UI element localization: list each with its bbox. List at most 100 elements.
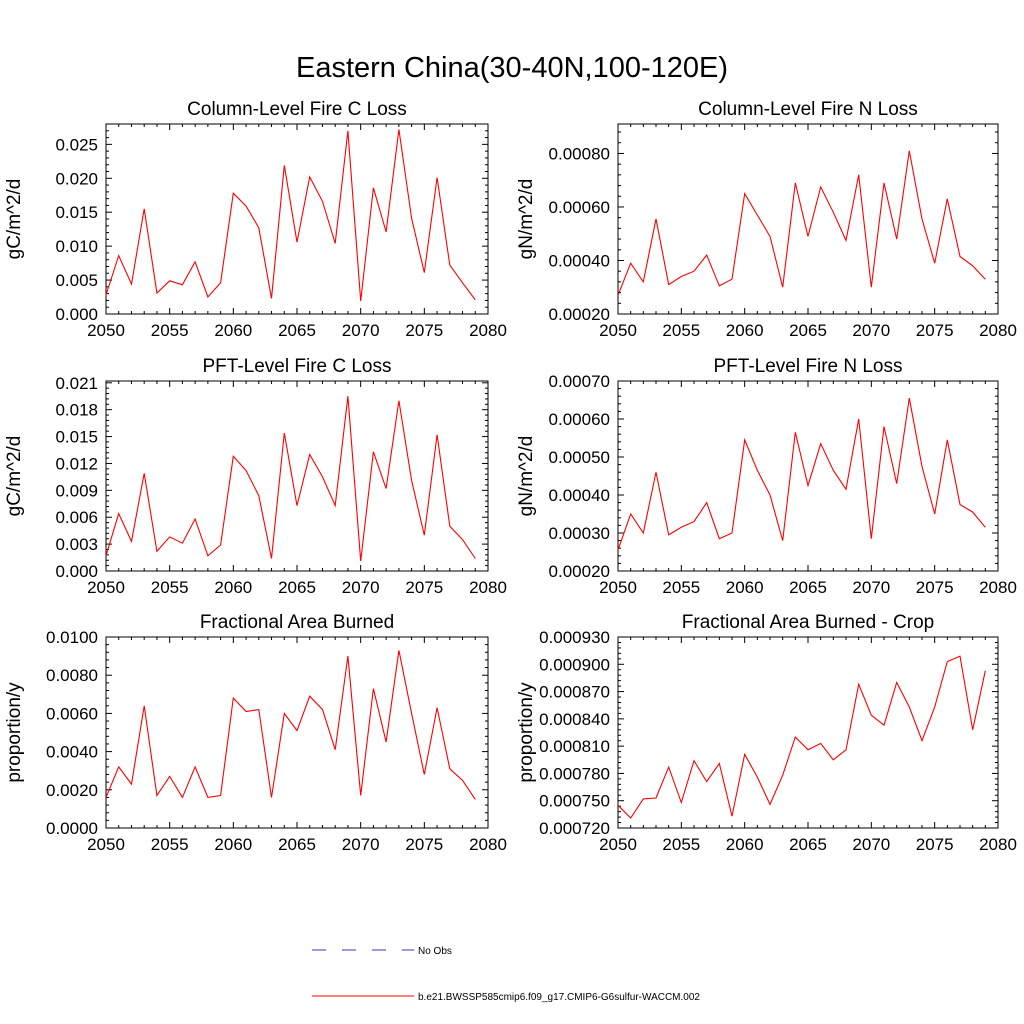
- y-tick-label: 0.00060: [549, 410, 610, 429]
- x-tick-label: 2065: [278, 578, 316, 597]
- legend-label: b.e21.BWSSP585cmip6.f09_g17.CMIP6-G6sulf…: [418, 992, 700, 1003]
- y-axis-label: gN/m^2/d: [516, 179, 537, 260]
- y-tick-label: 0.00050: [549, 448, 610, 467]
- y-tick-label: 0.000750: [539, 792, 610, 811]
- x-tick-label: 2075: [916, 835, 954, 854]
- x-tick-label: 2060: [726, 578, 764, 597]
- y-tick-label: 0.018: [55, 401, 98, 420]
- y-tick-label: 0.00040: [549, 486, 610, 505]
- plot-frame: [105, 636, 489, 829]
- x-tick-label: 2070: [342, 835, 380, 854]
- plot-frame: [105, 123, 489, 315]
- x-tick-label: 2080: [469, 578, 507, 597]
- x-tick-label: 2050: [87, 578, 125, 597]
- y-axis-label: proportion/y: [4, 682, 25, 783]
- y-tick-label: 0.0000: [46, 819, 98, 838]
- y-tick-label: 0.012: [55, 454, 98, 473]
- y-tick-label: 0.015: [55, 428, 98, 447]
- x-tick-label: 2055: [662, 835, 700, 854]
- x-tick-label: 2060: [726, 835, 764, 854]
- panel-title: Fractional Area Burned - Crop: [682, 612, 934, 633]
- y-tick-label: 0.0080: [46, 666, 98, 685]
- legend: No Obs b.e21.BWSSP585cmip6.f09_g17.CMIP6-…: [312, 946, 700, 1003]
- x-tick-label: 2070: [852, 835, 890, 854]
- x-tick-label: 2075: [405, 578, 443, 597]
- y-tick-label: 0.000810: [539, 737, 610, 756]
- y-tick-label: 0.00070: [549, 372, 610, 391]
- x-tick-label: 2065: [789, 321, 827, 340]
- x-tick-label: 2070: [342, 321, 380, 340]
- chart-panel: Column-Level Fire N Loss gN/m^2/d 2050 2055…: [516, 99, 1017, 340]
- panel-title: Fractional Area Burned: [200, 612, 394, 633]
- x-tick-label: 2065: [278, 835, 316, 854]
- x-tick-label: 2070: [852, 321, 890, 340]
- chart-panel: PFT-Level Fire C Loss gC/m^2/d 2050 2055 206…: [4, 356, 507, 597]
- x-tick-label: 2080: [979, 835, 1017, 854]
- x-tick-label: 2055: [151, 578, 189, 597]
- y-tick-label: 0.0060: [46, 704, 98, 723]
- y-axis-label: gN/m^2/d: [516, 436, 537, 517]
- y-tick-label: 0.000: [55, 305, 98, 324]
- y-tick-label: 0.000840: [539, 710, 610, 729]
- x-tick-label: 2050: [87, 321, 125, 340]
- y-tick-label: 0.003: [55, 535, 98, 554]
- y-tick-label: 0.010: [55, 237, 98, 256]
- y-tick-label: 0.000: [55, 562, 98, 581]
- y-tick-label: 0.00020: [549, 562, 610, 581]
- plot-frame: [105, 380, 489, 572]
- x-tick-label: 2070: [852, 578, 890, 597]
- x-tick-label: 2060: [214, 835, 252, 854]
- x-tick-label: 2050: [599, 835, 637, 854]
- y-tick-label: 0.00020: [549, 305, 610, 324]
- x-tick-label: 2080: [469, 835, 507, 854]
- y-tick-label: 0.005: [55, 271, 98, 290]
- plot-frame: [617, 636, 999, 829]
- x-tick-label: 2055: [662, 321, 700, 340]
- x-tick-label: 2065: [278, 321, 316, 340]
- x-tick-label: 2050: [599, 321, 637, 340]
- x-tick-label: 2065: [789, 578, 827, 597]
- y-tick-label: 0.00030: [549, 524, 610, 543]
- panel-title: PFT-Level Fire C Loss: [203, 356, 392, 377]
- x-tick-label: 2080: [469, 321, 507, 340]
- y-tick-label: 0.020: [55, 169, 98, 188]
- y-tick-label: 0.0020: [46, 781, 98, 800]
- plot-frame: [617, 123, 999, 315]
- chart-panel: Column-Level Fire C Loss gC/m^2/d 2050 2055…: [4, 99, 507, 340]
- x-tick-label: 2075: [916, 321, 954, 340]
- y-tick-label: 0.000780: [539, 764, 610, 783]
- x-tick-label: 2050: [599, 578, 637, 597]
- y-tick-label: 0.006: [55, 508, 98, 527]
- panel-title: Column-Level Fire N Loss: [698, 99, 918, 120]
- series-line: [105, 396, 476, 562]
- chart-panel: Fractional Area Burned - Crop proportion/…: [516, 612, 1017, 854]
- legend-item: b.e21.BWSSP585cmip6.f09_g17.CMIP6-G6sulf…: [312, 992, 700, 1003]
- x-tick-label: 2080: [979, 578, 1017, 597]
- series-line: [617, 397, 986, 551]
- y-tick-label: 0.021: [55, 374, 98, 393]
- x-tick-label: 2070: [342, 578, 380, 597]
- y-tick-label: 0.000870: [539, 683, 610, 702]
- y-tick-label: 0.000930: [539, 628, 610, 647]
- x-tick-label: 2075: [916, 578, 954, 597]
- y-axis-label: gC/m^2/d: [4, 436, 25, 517]
- panels: Column-Level Fire C Loss gC/m^2/d 2050 2055…: [4, 99, 1017, 854]
- series-line: [617, 150, 986, 296]
- x-tick-label: 2075: [405, 835, 443, 854]
- x-tick-label: 2060: [214, 578, 252, 597]
- x-tick-label: 2060: [726, 321, 764, 340]
- panel-title: Column-Level Fire C Loss: [187, 99, 407, 120]
- x-tick-label: 2055: [662, 578, 700, 597]
- x-tick-label: 2075: [405, 321, 443, 340]
- y-tick-label: 0.0040: [46, 743, 98, 762]
- series-line: [105, 129, 476, 302]
- chart-panel: PFT-Level Fire N Loss gN/m^2/d 2050 2055 206…: [516, 356, 1017, 597]
- figure-title: Eastern China(30-40N,100-120E): [296, 52, 728, 84]
- panel-title: PFT-Level Fire N Loss: [714, 356, 903, 377]
- x-tick-label: 2055: [151, 835, 189, 854]
- x-tick-label: 2055: [151, 321, 189, 340]
- y-tick-label: 0.00060: [549, 198, 610, 217]
- chart-panel: Fractional Area Burned proportion/y 2050 20…: [4, 612, 507, 854]
- y-tick-label: 0.000900: [539, 655, 610, 674]
- y-tick-label: 0.0100: [46, 628, 98, 647]
